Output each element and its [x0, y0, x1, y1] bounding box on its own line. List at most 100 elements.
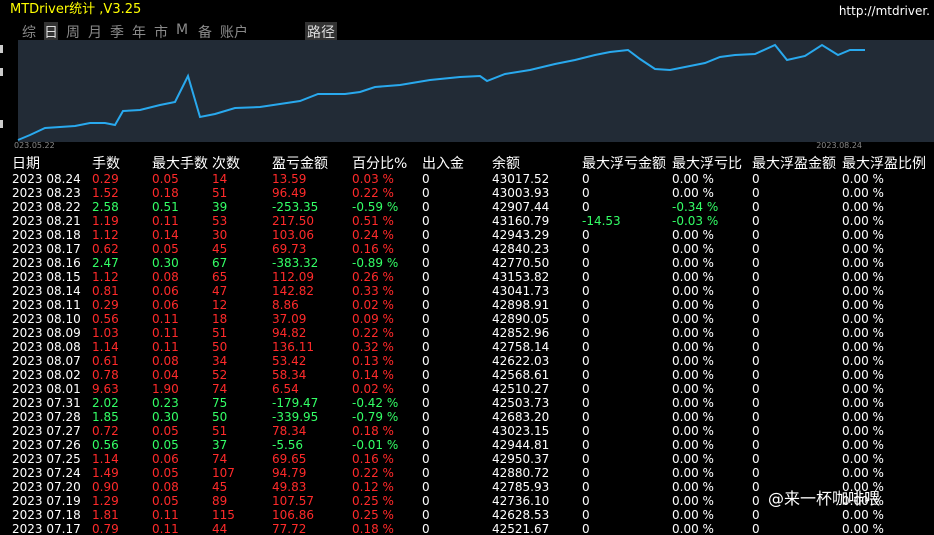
tab[interactable]: 年 — [132, 25, 146, 41]
table-cell: 0 — [582, 508, 590, 522]
table-cell: 0 — [752, 382, 760, 396]
balance-line — [17, 43, 865, 141]
table-cell: 51 — [212, 326, 228, 340]
table-cell: 18 — [212, 312, 228, 326]
table-cell: 0.22 % — [352, 186, 394, 200]
table-cell: 1.29 — [92, 494, 119, 508]
table-cell: 0.00 % — [842, 424, 884, 438]
table-cell: 0 — [422, 326, 430, 340]
table-cell: 0.51 % — [352, 214, 394, 228]
tab[interactable]: 季 — [110, 25, 124, 41]
table-cell: 0 — [422, 228, 430, 242]
table-cell: 58.34 — [272, 368, 307, 382]
table-cell: 107.57 — [272, 494, 314, 508]
table-cell: 42950.37 — [492, 452, 550, 466]
table-cell: 0.00 % — [672, 466, 714, 480]
table-cell: 0.26 % — [352, 270, 394, 284]
table-cell: 0 — [582, 452, 590, 466]
table-cell: 0.11 — [152, 340, 179, 354]
tab[interactable]: 市 — [154, 25, 168, 41]
table-cell: 0 — [752, 508, 760, 522]
table-cell: 0.00 % — [672, 354, 714, 368]
tab[interactable]: 日 — [44, 22, 58, 42]
table-cell: 1.49 — [92, 466, 119, 480]
table-cell: 9.63 — [92, 382, 119, 396]
table-cell: 1.12 — [92, 270, 119, 284]
side-mark — [0, 45, 3, 53]
table-cell: 0 — [422, 452, 430, 466]
table-cell: 2023 08.14 — [12, 284, 81, 298]
table-cell: 0 — [582, 424, 590, 438]
table-cell: 0.22 % — [352, 326, 394, 340]
table-cell: 0 — [752, 186, 760, 200]
table-cell: 0.11 — [152, 326, 179, 340]
tab[interactable]: M — [176, 22, 189, 38]
table-cell: 0 — [582, 298, 590, 312]
path-button[interactable]: 路径 — [305, 22, 337, 42]
table-cell: 0.00 % — [842, 354, 884, 368]
table-cell: 0.00 % — [672, 410, 714, 424]
tab[interactable]: 综 — [22, 25, 36, 41]
watermark: @来一杯咖啡喂 — [768, 489, 881, 508]
table-cell: 94.79 — [272, 466, 307, 480]
table-cell: 0 — [582, 354, 590, 368]
table-cell: 0 — [582, 270, 590, 284]
table-cell: 0.00 % — [672, 424, 714, 438]
table-cell: 0.25 % — [352, 508, 394, 522]
table-cell: 0.29 — [92, 298, 119, 312]
table-cell: 217.50 — [272, 214, 314, 228]
table-cell: 0.32 % — [352, 340, 394, 354]
table-cell: 0 — [582, 382, 590, 396]
table-cell: 30 — [212, 228, 228, 242]
table-cell: 0.12 % — [352, 480, 394, 494]
table-cell: 0.33 % — [352, 284, 394, 298]
table-cell: 0.18 % — [352, 522, 394, 535]
table-cell: 74 — [212, 452, 228, 466]
table-cell: 89 — [212, 494, 228, 508]
table-cell: 50 — [212, 340, 228, 354]
table-cell: 43003.93 — [492, 186, 550, 200]
table-cell: 0.03 % — [352, 172, 394, 186]
table-cell: 0.00 % — [842, 452, 884, 466]
table-cell: 0 — [752, 354, 760, 368]
column-header: 出入金 — [422, 156, 464, 172]
table-cell: 0.16 % — [352, 242, 394, 256]
table-cell: 0 — [752, 466, 760, 480]
table-cell: -0.03 % — [672, 214, 719, 228]
table-cell: 43153.82 — [492, 270, 550, 284]
table-cell: 0.00 % — [842, 284, 884, 298]
table-cell: 0.00 % — [842, 508, 884, 522]
table-cell: 0 — [752, 438, 760, 452]
table-cell: -0.01 % — [352, 438, 399, 452]
table-cell: 44 — [212, 522, 228, 535]
table-cell: -14.53 — [582, 214, 621, 228]
column-header: 最大浮亏比 — [672, 156, 742, 172]
table-cell: 6.54 — [272, 382, 299, 396]
table-cell: 14 — [212, 172, 228, 186]
table-cell: 42890.05 — [492, 312, 550, 326]
tab[interactable]: 备 — [198, 25, 212, 41]
table-cell: 2023 07.24 — [12, 466, 81, 480]
table-cell: 0.00 % — [842, 410, 884, 424]
table-cell: 0.00 % — [672, 228, 714, 242]
table-cell: 0.79 — [92, 522, 119, 535]
table-cell: 0.05 — [152, 438, 179, 452]
table-cell: 2023 08.23 — [12, 186, 81, 200]
table-cell: 0.00 % — [842, 480, 884, 494]
table-cell: 42503.73 — [492, 396, 550, 410]
tab[interactable]: 周 — [66, 25, 80, 41]
table-cell: 0 — [752, 396, 760, 410]
table-cell: 2023 08.08 — [12, 340, 81, 354]
table-cell: 0.02 % — [352, 298, 394, 312]
table-cell: 0 — [752, 522, 760, 535]
table-cell: 0.62 — [92, 242, 119, 256]
table-cell: 0 — [422, 410, 430, 424]
tab[interactable]: 月 — [88, 25, 102, 41]
table-cell: 0.05 — [152, 172, 179, 186]
table-cell: 2023 08.10 — [12, 312, 81, 326]
table-cell: 0 — [752, 312, 760, 326]
table-cell: 0 — [422, 312, 430, 326]
tab[interactable]: 账户 — [220, 25, 248, 41]
table-cell: 2023 07.17 — [12, 522, 81, 535]
